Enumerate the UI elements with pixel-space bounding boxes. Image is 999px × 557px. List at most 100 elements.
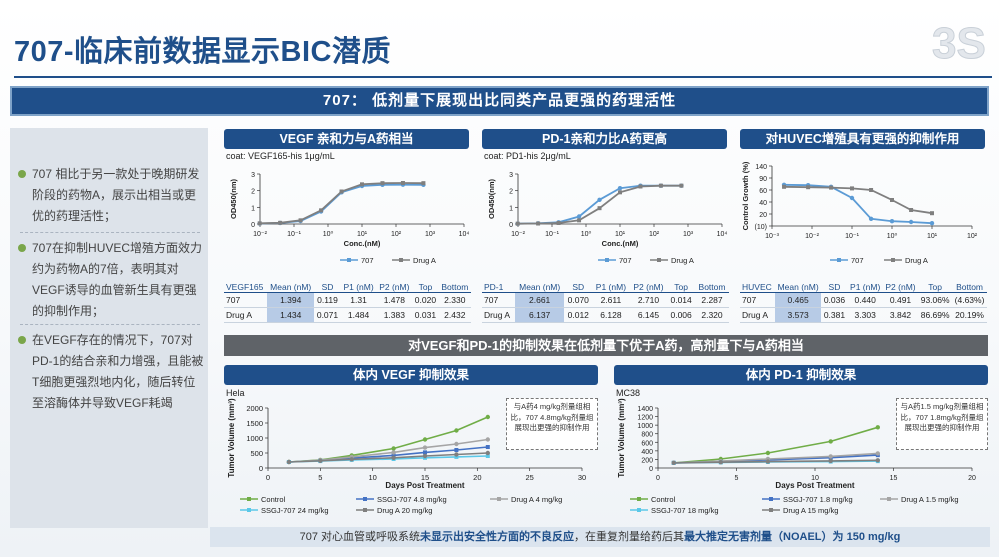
legend-label: SSGJ-707 24 mg/kg bbox=[261, 506, 329, 515]
data-point bbox=[454, 448, 459, 452]
data-point bbox=[454, 454, 459, 459]
data-point bbox=[618, 190, 622, 195]
data-point bbox=[319, 208, 324, 213]
table-cell: 1.484 bbox=[340, 307, 377, 323]
y-tick-label: 20 bbox=[759, 212, 767, 219]
y-tick-label: 1000 bbox=[246, 434, 263, 443]
legend-label: Drug A 20 mg/kg bbox=[377, 506, 432, 515]
legend-label: Drug A 4 mg/kg bbox=[511, 495, 562, 504]
legend-marker bbox=[637, 497, 641, 501]
data-point bbox=[400, 181, 405, 185]
x-tick-label: 0 bbox=[266, 473, 270, 482]
table-header-cell: HUVEC bbox=[740, 270, 775, 293]
table-cell: 0.071 bbox=[314, 307, 341, 323]
table-header-cell: Top bbox=[412, 270, 439, 293]
data-point bbox=[909, 208, 914, 212]
table-header-cell: SD bbox=[821, 270, 848, 293]
data-point bbox=[380, 181, 385, 186]
table-cell: 1.383 bbox=[376, 307, 413, 323]
x-tick-label: 10² bbox=[391, 231, 402, 238]
data-point bbox=[929, 221, 935, 226]
series-line-1 bbox=[517, 184, 682, 225]
data-point bbox=[828, 439, 833, 444]
y-tick-label: 500 bbox=[250, 449, 263, 458]
y-tick-label: 3 bbox=[251, 172, 255, 179]
pd1-note-box: 与A药1.5 mg/kg剂量组相比，707 1.8mg/kg剂量组展现出更强的抑… bbox=[896, 398, 988, 450]
legend-label: Drug A bbox=[413, 256, 436, 265]
data-point bbox=[536, 221, 541, 226]
table-header-cell: PD-1 bbox=[482, 270, 515, 293]
data-point bbox=[718, 460, 723, 465]
legend-marker bbox=[363, 497, 367, 501]
legend-label: 707 bbox=[361, 256, 374, 265]
x-tick-label: 10⁰ bbox=[323, 230, 334, 238]
y-axis-label: Control Growth (%) bbox=[741, 161, 750, 230]
data-point bbox=[576, 214, 582, 219]
x-tick-label: 10⁻¹ bbox=[287, 231, 301, 238]
table-cell: 2.611 bbox=[592, 292, 630, 308]
legend-label: 707 bbox=[619, 256, 632, 265]
table-header-cell: P2 (nM) bbox=[376, 270, 413, 293]
table-header-cell: Top bbox=[667, 270, 695, 293]
data-point bbox=[577, 218, 582, 223]
data-point bbox=[391, 450, 396, 455]
y-tick-label: 1000 bbox=[637, 423, 653, 430]
y-tick-label: 2 bbox=[251, 189, 255, 196]
tumor-vegf-chart: 0 5 10 15 20 25 30 0 500 1000 1500 2000 Days Post Tr… bbox=[227, 398, 586, 515]
table-header-cell: Bottom bbox=[695, 270, 729, 293]
data-point bbox=[597, 206, 602, 211]
y-tick-label: 1500 bbox=[246, 419, 263, 428]
table-header-cell: Bottom bbox=[952, 270, 987, 293]
table-cell: 2.661 bbox=[514, 292, 565, 308]
table-header-cell: Top bbox=[918, 270, 953, 293]
data-point bbox=[298, 218, 303, 223]
y-tick-label: 0 bbox=[251, 222, 255, 229]
legend-label: SSGJ-707 4.8 mg/kg bbox=[377, 495, 447, 504]
data-point bbox=[318, 458, 323, 463]
legend-marker bbox=[657, 258, 661, 262]
table-cell: 0.031 bbox=[412, 307, 439, 323]
table-cell: 0.491 bbox=[882, 292, 919, 308]
invivo-vegf-header: 体内 VEGF 抑制效果 bbox=[224, 365, 598, 385]
vegf-binding-chart: 10⁻² 10⁻¹ 10⁰ 10¹ 10² 10³ 10⁴ 0 1 2 3 Conc.(nM) OD45… bbox=[229, 172, 470, 265]
table-header-cell: VEGF165 bbox=[224, 270, 268, 293]
data-point bbox=[765, 450, 771, 456]
y-tick-label: 0 bbox=[509, 222, 513, 229]
table-header-cell: Bottom bbox=[438, 270, 471, 293]
y-tick-label: 1 bbox=[251, 205, 255, 212]
x-tick-label: 10⁻³ bbox=[765, 233, 779, 240]
legend-marker bbox=[887, 497, 891, 501]
data-point bbox=[828, 454, 833, 459]
company-logo-icon: 3S bbox=[932, 19, 987, 69]
x-tick-label: 10⁻² bbox=[511, 231, 525, 238]
title-divider bbox=[14, 76, 992, 78]
data-point bbox=[889, 219, 895, 224]
y-tick-label: 40 bbox=[759, 200, 767, 207]
table-cell: Drug A bbox=[224, 307, 268, 323]
legend-marker bbox=[363, 508, 367, 512]
legend-marker bbox=[247, 508, 251, 512]
vegf-note-box: 与A药4 mg/kg剂量组相比，707 4.8mg/kg剂量组展现出更强的抑制作… bbox=[506, 398, 598, 450]
data-point bbox=[765, 459, 771, 464]
table-cell: 86.69% bbox=[918, 307, 953, 323]
x-tick-label: 20 bbox=[473, 473, 481, 482]
x-tick-label: 10¹ bbox=[615, 231, 626, 238]
x-tick-label: 10³ bbox=[425, 231, 436, 238]
legend-marker bbox=[247, 497, 251, 501]
table-row: 707 0.465 0.036 0.440 0.491 93.06% (4.63%) bbox=[740, 292, 987, 308]
footer-highlight-1: 未显示出安全性方面的不良反应 bbox=[420, 531, 575, 543]
table-header-cell: Mean (nM) bbox=[514, 270, 565, 293]
data-point bbox=[349, 457, 354, 462]
legend-label: Control bbox=[651, 495, 676, 504]
y-tick-label: 140 bbox=[755, 164, 767, 171]
x-tick-label: 10⁴ bbox=[459, 231, 470, 238]
table-cell: (4.63%) bbox=[952, 292, 987, 308]
data-point bbox=[850, 186, 854, 191]
legend-label: 707 bbox=[851, 256, 864, 265]
x-tick-label: 10 bbox=[811, 475, 819, 482]
x-tick-label: 5 bbox=[318, 473, 322, 482]
data-point bbox=[454, 428, 459, 433]
table-cell: 6.128 bbox=[592, 307, 630, 323]
footer-text-2: ，在重复剂量给药后其 bbox=[574, 531, 685, 543]
